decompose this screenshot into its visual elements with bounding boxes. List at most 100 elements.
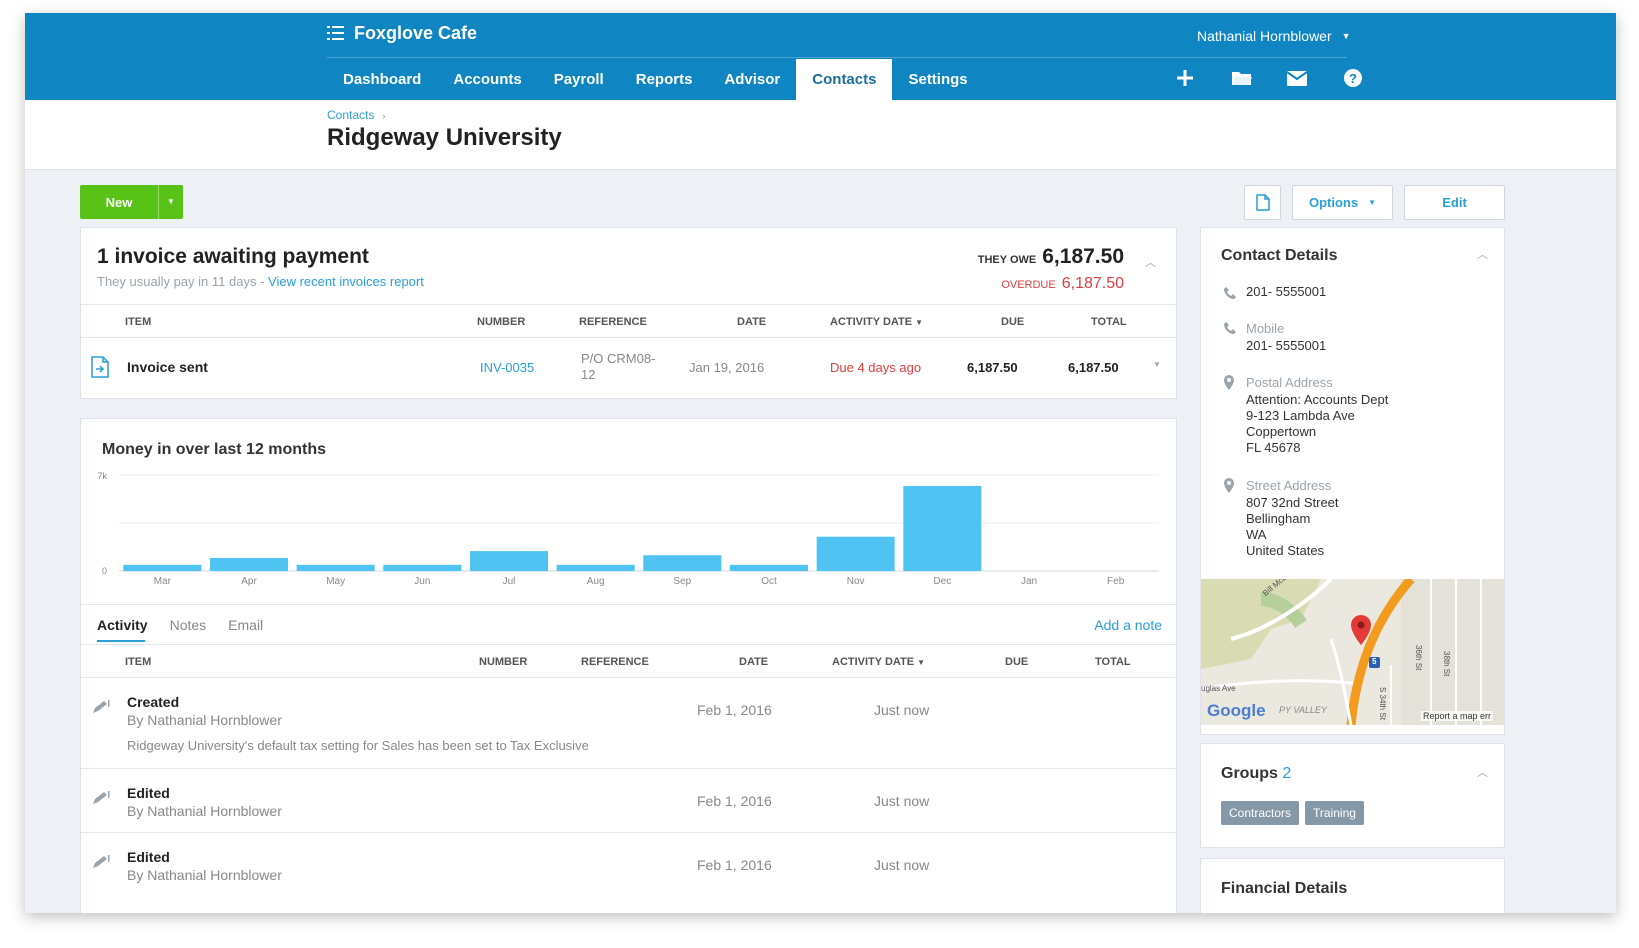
sort-down-icon: ▼ [915, 318, 924, 327]
chevron-up-icon[interactable]: ︿ [1477, 767, 1488, 779]
owe-value: 6,187.50 [1042, 245, 1124, 268]
contact-details-title: Contact Details [1221, 247, 1338, 264]
groups-title: Groups 2 [1221, 765, 1291, 783]
add-note-link[interactable]: Add a note [1094, 617, 1162, 633]
table-row[interactable]: Invoice sent INV-0035 P/O CRM08- 12 Jan … [81, 338, 1176, 398]
activity-by: By Nathanial Hornblower [127, 712, 282, 728]
phone-number: 201- 5555001 [1246, 284, 1327, 299]
map-label: S 34th St [1378, 687, 1387, 720]
x-tick-label: Feb [1107, 576, 1125, 587]
overdue: OVERDUE 6,187.50 [1001, 275, 1124, 293]
mobile-icon [1223, 321, 1237, 340]
report-map-error-link[interactable]: Report a map err [1421, 711, 1494, 721]
y-tick-label: 0 [102, 566, 107, 576]
x-tick-label: Aug [587, 576, 605, 587]
tab-advisor[interactable]: Advisor [724, 71, 781, 88]
activity-when: Just now [874, 857, 930, 873]
row-due: 6,187.50 [967, 360, 1018, 375]
activity-note: Ridgeway University's default tax settin… [127, 738, 589, 753]
tab-settings[interactable]: Settings [908, 71, 968, 88]
col-number: NUMBER [479, 656, 528, 668]
document-button[interactable] [1244, 185, 1281, 220]
chart-bar [470, 551, 548, 571]
activity-when: Just now [874, 702, 930, 718]
user-name: Nathanial Hornblower [1197, 28, 1332, 44]
row-caret-down-icon[interactable]: ▼ [1153, 360, 1161, 369]
page-title: Ridgeway University [327, 124, 562, 151]
row-item: Invoice sent [127, 359, 208, 375]
document-icon [1255, 194, 1270, 211]
pay-days-text: They usually pay in 11 days - [97, 274, 269, 289]
activity-name: Edited [127, 849, 170, 865]
they-owe: THEY OWE 6,187.50 [978, 245, 1124, 269]
money-in-chart: 7k 0 Mar Apr May Jun Jul Aug Sep Oct Nov Dec Jan Feb [97, 471, 1159, 587]
group-tag-contractors[interactable]: Contractors [1221, 801, 1300, 825]
plus-icon[interactable] [1175, 65, 1231, 91]
postal-label: Postal Address [1246, 375, 1333, 390]
options-button[interactable]: Options ▼ [1292, 185, 1393, 220]
new-button[interactable]: New ▼ [80, 185, 183, 219]
chart-bar [383, 564, 462, 571]
x-tick-label: Dec [933, 576, 951, 587]
page-header: Contacts › Ridgeway University [25, 100, 1616, 170]
row-date: Jan 19, 2016 [689, 360, 765, 375]
chart-title: Money in over last 12 months [102, 441, 327, 458]
address-map[interactable]: Bill McDonald 36th St 38th St uglas Ave … [1201, 579, 1504, 725]
mobile-label: Mobile [1246, 321, 1285, 336]
overdue-label: OVERDUE [1001, 279, 1056, 291]
tab-accounts[interactable]: Accounts [453, 71, 522, 88]
options-label: Options [1308, 195, 1359, 210]
tab-dashboard[interactable]: Dashboard [343, 71, 422, 88]
row-number[interactable]: INV-0035 [480, 360, 535, 375]
tab-email[interactable]: Email [228, 617, 264, 633]
location-pin-icon [1223, 478, 1235, 498]
invoice-doc-icon [91, 356, 109, 383]
chart-bar [123, 564, 202, 571]
mail-icon[interactable] [1287, 65, 1343, 91]
tab-reports[interactable]: Reports [635, 71, 693, 88]
recent-invoices-report-link[interactable]: View recent invoices report [268, 274, 424, 289]
caret-down-icon[interactable]: ▼ [158, 185, 183, 219]
help-icon[interactable]: ? [1343, 65, 1399, 91]
chart-bar [730, 564, 808, 571]
x-tick-label: Apr [241, 576, 257, 587]
group-tag-training[interactable]: Training [1305, 801, 1364, 825]
chevron-up-icon[interactable]: ︿ [1477, 249, 1488, 261]
org-switcher[interactable]: Foxglove Cafe [327, 22, 477, 44]
google-logo: Google [1207, 701, 1266, 720]
user-menu[interactable]: Nathanial Hornblower ▼ [1197, 28, 1351, 44]
top-bar: Foxglove Cafe Nathanial Hornblower ▼ Das… [25, 13, 1616, 100]
groups-title-label: Groups [1221, 765, 1278, 782]
pencil-icon [91, 791, 111, 810]
activity-table-header: ITEM NUMBER REFERENCE DATE ACTIVITY DATE… [81, 644, 1176, 678]
col-activity-date[interactable]: ACTIVITY DATE ▼ [830, 316, 923, 328]
financial-details-panel: Financial Details [1200, 858, 1505, 913]
activity-when: Just now [874, 793, 930, 809]
route-number: 5 [1372, 657, 1377, 666]
app-window: Foxglove Cafe Nathanial Hornblower ▼ Das… [25, 13, 1616, 913]
overdue-value: 6,187.50 [1061, 275, 1124, 292]
breadcrumb-separator: › [382, 111, 386, 121]
breadcrumb-contacts[interactable]: Contacts [327, 108, 375, 122]
col-activity-date-label: ACTIVITY DATE [832, 656, 915, 668]
tab-contacts[interactable]: Contacts [796, 59, 893, 100]
row-total: 6,187.50 [1068, 360, 1119, 375]
postal-line: 9-123 Lambda Ave [1246, 408, 1355, 423]
list-item: Created By Nathanial Hornblower Ridgeway… [81, 678, 1176, 769]
nav-divider [327, 57, 1347, 58]
tab-activity[interactable]: Activity [97, 617, 148, 633]
col-item: ITEM [125, 656, 152, 668]
col-item: ITEM [125, 316, 152, 328]
invoice-panel: 1 invoice awaiting payment They usually … [80, 227, 1177, 399]
contact-details-panel: Contact Details ︿ 201- 5555001 Mobile 20… [1200, 227, 1505, 735]
tab-payroll[interactable]: Payroll [553, 71, 604, 88]
tab-notes[interactable]: Notes [169, 617, 207, 633]
activity-date: Feb 1, 2016 [697, 702, 772, 718]
activity-panel: Money in over last 12 months 7k 0 Mar Apr Ma… [80, 418, 1177, 913]
col-activity-date[interactable]: ACTIVITY DATE ▼ [832, 656, 925, 668]
col-reference: REFERENCE [581, 656, 649, 668]
activity-tabs: Activity Notes Email [97, 617, 285, 633]
edit-button[interactable]: Edit [1404, 185, 1505, 220]
folder-icon[interactable] [1231, 65, 1287, 91]
chevron-up-icon[interactable]: ︿ [1145, 257, 1156, 269]
